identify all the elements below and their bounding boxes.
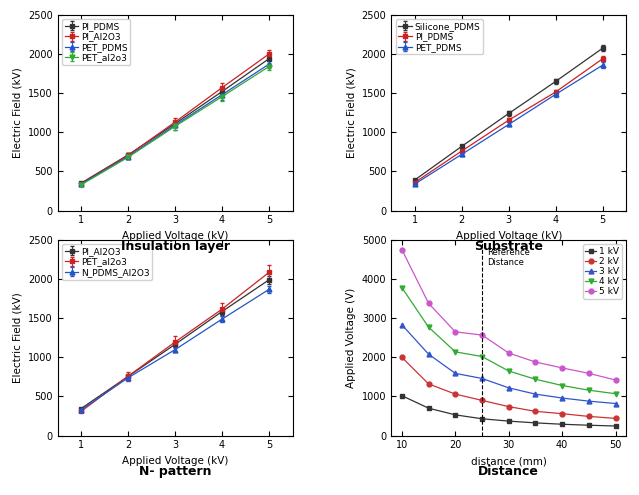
2 kV <box>505 403 512 409</box>
2 kV <box>398 354 406 360</box>
4 kV <box>425 324 433 330</box>
Legend: PI_PDMS, PI_Al2O3, PET_PDMS, PET_al2o3: PI_PDMS, PI_Al2O3, PET_PDMS, PET_al2o3 <box>62 19 130 65</box>
Line: 5 kV: 5 kV <box>399 248 618 383</box>
3 kV <box>478 376 486 382</box>
1 kV <box>398 393 406 398</box>
4 kV <box>478 353 486 359</box>
Text: Insulation layer: Insulation layer <box>121 240 229 253</box>
5 kV <box>505 350 512 356</box>
4 kV <box>612 391 619 396</box>
3 kV <box>558 395 566 401</box>
2 kV <box>478 397 486 403</box>
Line: 1 kV: 1 kV <box>399 393 618 429</box>
Legend: 1 kV, 2 kV, 3 kV, 4 kV, 5 kV: 1 kV, 2 kV, 3 kV, 4 kV, 5 kV <box>583 245 622 299</box>
3 kV <box>398 322 406 328</box>
X-axis label: Applied Voltage (kV): Applied Voltage (kV) <box>122 231 228 241</box>
Text: Reference
Distance: Reference Distance <box>488 248 530 267</box>
3 kV <box>505 385 512 391</box>
Text: N- pattern: N- pattern <box>139 465 212 478</box>
3 kV <box>585 398 592 404</box>
Line: 3 kV: 3 kV <box>399 322 618 406</box>
5 kV <box>558 365 566 371</box>
2 kV <box>425 381 433 387</box>
2 kV <box>558 411 566 417</box>
4 kV <box>398 285 406 291</box>
5 kV <box>398 247 406 252</box>
Text: Substrate: Substrate <box>474 240 543 253</box>
2 kV <box>532 408 539 414</box>
Legend: PI_Al2O3, PET_al2o3, N_PDMS_Al2O3: PI_Al2O3, PET_al2o3, N_PDMS_Al2O3 <box>62 245 152 280</box>
5 kV <box>452 329 459 335</box>
Y-axis label: Applied Voltage (V): Applied Voltage (V) <box>346 288 356 388</box>
3 kV <box>425 351 433 357</box>
5 kV <box>585 370 592 376</box>
5 kV <box>612 377 619 383</box>
4 kV <box>452 349 459 355</box>
Y-axis label: Electric Field (kV): Electric Field (kV) <box>346 67 356 158</box>
3 kV <box>612 400 619 406</box>
X-axis label: Applied Voltage (kV): Applied Voltage (kV) <box>456 231 562 241</box>
X-axis label: distance (mm): distance (mm) <box>471 456 546 466</box>
3 kV <box>532 391 539 397</box>
2 kV <box>585 413 592 419</box>
1 kV <box>558 421 566 427</box>
Line: 4 kV: 4 kV <box>399 285 618 396</box>
5 kV <box>478 332 486 338</box>
1 kV <box>478 416 486 422</box>
5 kV <box>425 300 433 306</box>
4 kV <box>505 368 512 374</box>
1 kV <box>532 420 539 426</box>
1 kV <box>612 423 619 429</box>
4 kV <box>532 376 539 382</box>
3 kV <box>452 370 459 376</box>
Y-axis label: Electric Field (kV): Electric Field (kV) <box>12 293 22 383</box>
X-axis label: Applied Voltage (kV): Applied Voltage (kV) <box>122 456 228 466</box>
1 kV <box>452 412 459 418</box>
2 kV <box>612 415 619 421</box>
1 kV <box>425 405 433 411</box>
1 kV <box>505 418 512 424</box>
4 kV <box>585 387 592 393</box>
Legend: Silicone_PDMS, PI_PDMS, PET_PDMS: Silicone_PDMS, PI_PDMS, PET_PDMS <box>396 19 483 54</box>
5 kV <box>532 359 539 365</box>
Y-axis label: Electric Field (kV): Electric Field (kV) <box>12 67 22 158</box>
1 kV <box>585 422 592 428</box>
2 kV <box>452 391 459 397</box>
Text: Distance: Distance <box>478 465 539 478</box>
4 kV <box>558 383 566 389</box>
Line: 2 kV: 2 kV <box>399 355 618 421</box>
